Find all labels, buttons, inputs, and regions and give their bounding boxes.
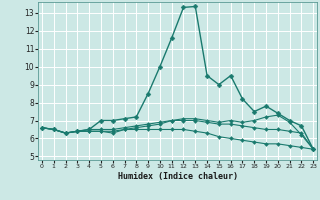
- X-axis label: Humidex (Indice chaleur): Humidex (Indice chaleur): [118, 172, 238, 181]
